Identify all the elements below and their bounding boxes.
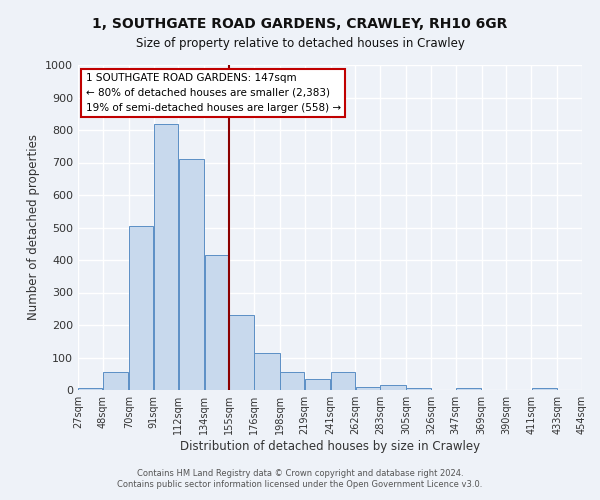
Bar bbox=[356, 387, 380, 390]
Bar bbox=[78, 388, 103, 390]
Bar bbox=[380, 385, 406, 390]
Bar bbox=[280, 372, 304, 390]
Text: Size of property relative to detached houses in Crawley: Size of property relative to detached ho… bbox=[136, 38, 464, 51]
X-axis label: Distribution of detached houses by size in Crawley: Distribution of detached houses by size … bbox=[180, 440, 480, 453]
Bar bbox=[305, 378, 330, 390]
Bar bbox=[179, 159, 204, 390]
Bar bbox=[129, 226, 153, 390]
Bar bbox=[103, 372, 128, 390]
Bar bbox=[406, 388, 431, 390]
Y-axis label: Number of detached properties: Number of detached properties bbox=[26, 134, 40, 320]
Text: Contains public sector information licensed under the Open Government Licence v3: Contains public sector information licen… bbox=[118, 480, 482, 489]
Bar bbox=[205, 255, 229, 390]
Bar bbox=[331, 372, 355, 390]
Bar bbox=[154, 124, 178, 390]
Bar bbox=[229, 316, 254, 390]
Text: 1, SOUTHGATE ROAD GARDENS, CRAWLEY, RH10 6GR: 1, SOUTHGATE ROAD GARDENS, CRAWLEY, RH10… bbox=[92, 18, 508, 32]
Bar bbox=[254, 352, 280, 390]
Text: 1 SOUTHGATE ROAD GARDENS: 147sqm
← 80% of detached houses are smaller (2,383)
19: 1 SOUTHGATE ROAD GARDENS: 147sqm ← 80% o… bbox=[86, 73, 341, 112]
Bar bbox=[532, 388, 557, 390]
Text: Contains HM Land Registry data © Crown copyright and database right 2024.: Contains HM Land Registry data © Crown c… bbox=[137, 468, 463, 477]
Bar bbox=[456, 388, 481, 390]
